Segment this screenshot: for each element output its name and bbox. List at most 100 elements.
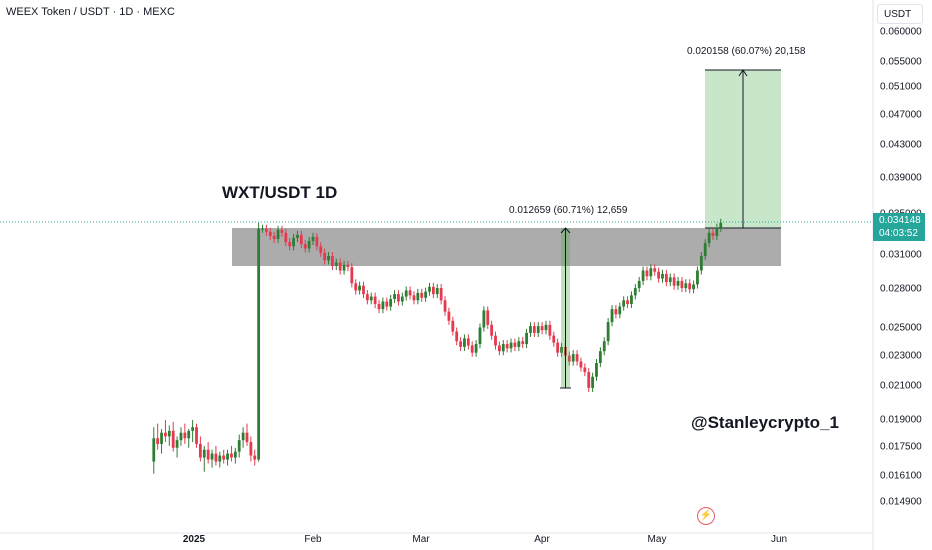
candle-body <box>319 246 323 253</box>
candle-body <box>696 270 699 285</box>
candle-body <box>517 341 521 347</box>
y-tick-label: 0.023000 <box>880 350 922 362</box>
candle-body <box>245 432 249 443</box>
candle-body <box>191 427 195 431</box>
candle-body <box>327 256 330 261</box>
candle-body <box>703 243 707 257</box>
candle-body <box>307 241 311 249</box>
candle-body <box>684 283 688 289</box>
candle-body <box>622 300 626 307</box>
candle-body <box>431 286 435 295</box>
y-tick-label: 0.031000 <box>880 249 922 261</box>
candle-body <box>303 244 307 249</box>
candle-body <box>206 449 210 460</box>
candle-body <box>276 229 280 239</box>
candle-body <box>299 234 303 245</box>
candle-body <box>354 283 358 291</box>
lightning-icon[interactable]: ⚡ <box>697 507 715 525</box>
candle-body <box>637 280 641 289</box>
candle-body <box>334 262 338 266</box>
candle-body <box>393 294 396 300</box>
y-tick-label: 0.051000 <box>880 81 922 93</box>
candle-body <box>529 326 532 333</box>
candle-body <box>657 271 661 279</box>
x-tick-label: Jun <box>770 534 788 545</box>
y-tick-label: 0.021000 <box>880 380 922 392</box>
candle-body <box>498 345 501 352</box>
candle-body <box>284 232 288 243</box>
candle-body <box>346 264 350 268</box>
candle-body <box>470 345 474 353</box>
y-tick-label: 0.028000 <box>880 283 922 295</box>
candle-body <box>606 322 610 342</box>
candle-body <box>210 453 214 460</box>
chart-annotation-title: WXT/USDT 1D <box>222 183 338 202</box>
candle-body <box>167 430 171 437</box>
candle-body <box>261 228 264 230</box>
candle-body <box>280 229 284 233</box>
candle-body <box>595 363 598 377</box>
candle-body <box>369 296 373 301</box>
measure-2-label: 0.020158 (60.07%) 20,158 <box>687 46 806 57</box>
candle-body <box>653 268 657 272</box>
candle-body <box>358 285 361 291</box>
y-tick-label: 0.039000 <box>880 172 922 184</box>
candle-body <box>630 295 633 305</box>
candle-body <box>268 231 272 236</box>
candle-body <box>618 306 622 315</box>
candle-body <box>404 290 408 297</box>
candle-body <box>175 440 179 448</box>
candle-body <box>288 242 292 247</box>
candle-body <box>680 280 684 289</box>
candle-body <box>428 286 431 292</box>
candle-body <box>571 354 575 362</box>
candle-body <box>443 300 447 312</box>
candle-body <box>439 288 443 301</box>
candle-body <box>447 311 451 321</box>
candle-body <box>548 324 552 336</box>
candle-body <box>249 442 253 456</box>
candle-body <box>156 438 160 444</box>
candle-body <box>699 256 703 271</box>
candle-body <box>195 427 198 444</box>
candle-body <box>230 453 233 458</box>
measure-1-label: 0.012659 (60.71%) 12,659 <box>509 205 628 216</box>
candle-body <box>525 332 528 345</box>
candle-body <box>331 256 334 266</box>
candle-body <box>463 338 466 347</box>
candle-body <box>641 270 645 281</box>
x-tick-label: May <box>647 534 667 545</box>
candle-body <box>486 310 490 325</box>
currency-selector[interactable]: USDT <box>877 4 923 24</box>
candle-body <box>649 268 653 277</box>
x-tick-label: Apr <box>534 534 550 545</box>
y-tick-label: 0.060000 <box>880 26 922 38</box>
candle-body <box>490 324 494 336</box>
candle-body <box>676 280 680 286</box>
candle-body <box>513 342 517 347</box>
candle-body <box>552 335 556 343</box>
candle-body <box>164 432 167 437</box>
candle-body <box>362 285 365 295</box>
candle-body <box>688 283 692 290</box>
author-handle: @Stanleycrypto_1 <box>691 413 839 432</box>
x-tick-label: 2025 <box>182 534 206 545</box>
candle-body <box>505 344 509 349</box>
candle-body <box>420 292 424 298</box>
candle-body <box>226 453 229 460</box>
candle-body <box>591 376 594 388</box>
candle-body <box>532 326 536 333</box>
y-tick-label: 0.014900 <box>880 496 922 508</box>
candle-body <box>292 237 295 247</box>
candle-body <box>424 291 428 298</box>
candle-body <box>397 294 400 302</box>
candle-body <box>412 295 416 301</box>
candle-body <box>160 432 163 444</box>
candle-body <box>711 232 715 236</box>
candle-body <box>435 288 439 295</box>
symbol-header[interactable]: WEEX Token / USDT · 1D · MEXC <box>6 6 175 18</box>
candle-body <box>556 342 560 353</box>
candle-body <box>466 338 470 346</box>
candle-body <box>610 309 614 323</box>
